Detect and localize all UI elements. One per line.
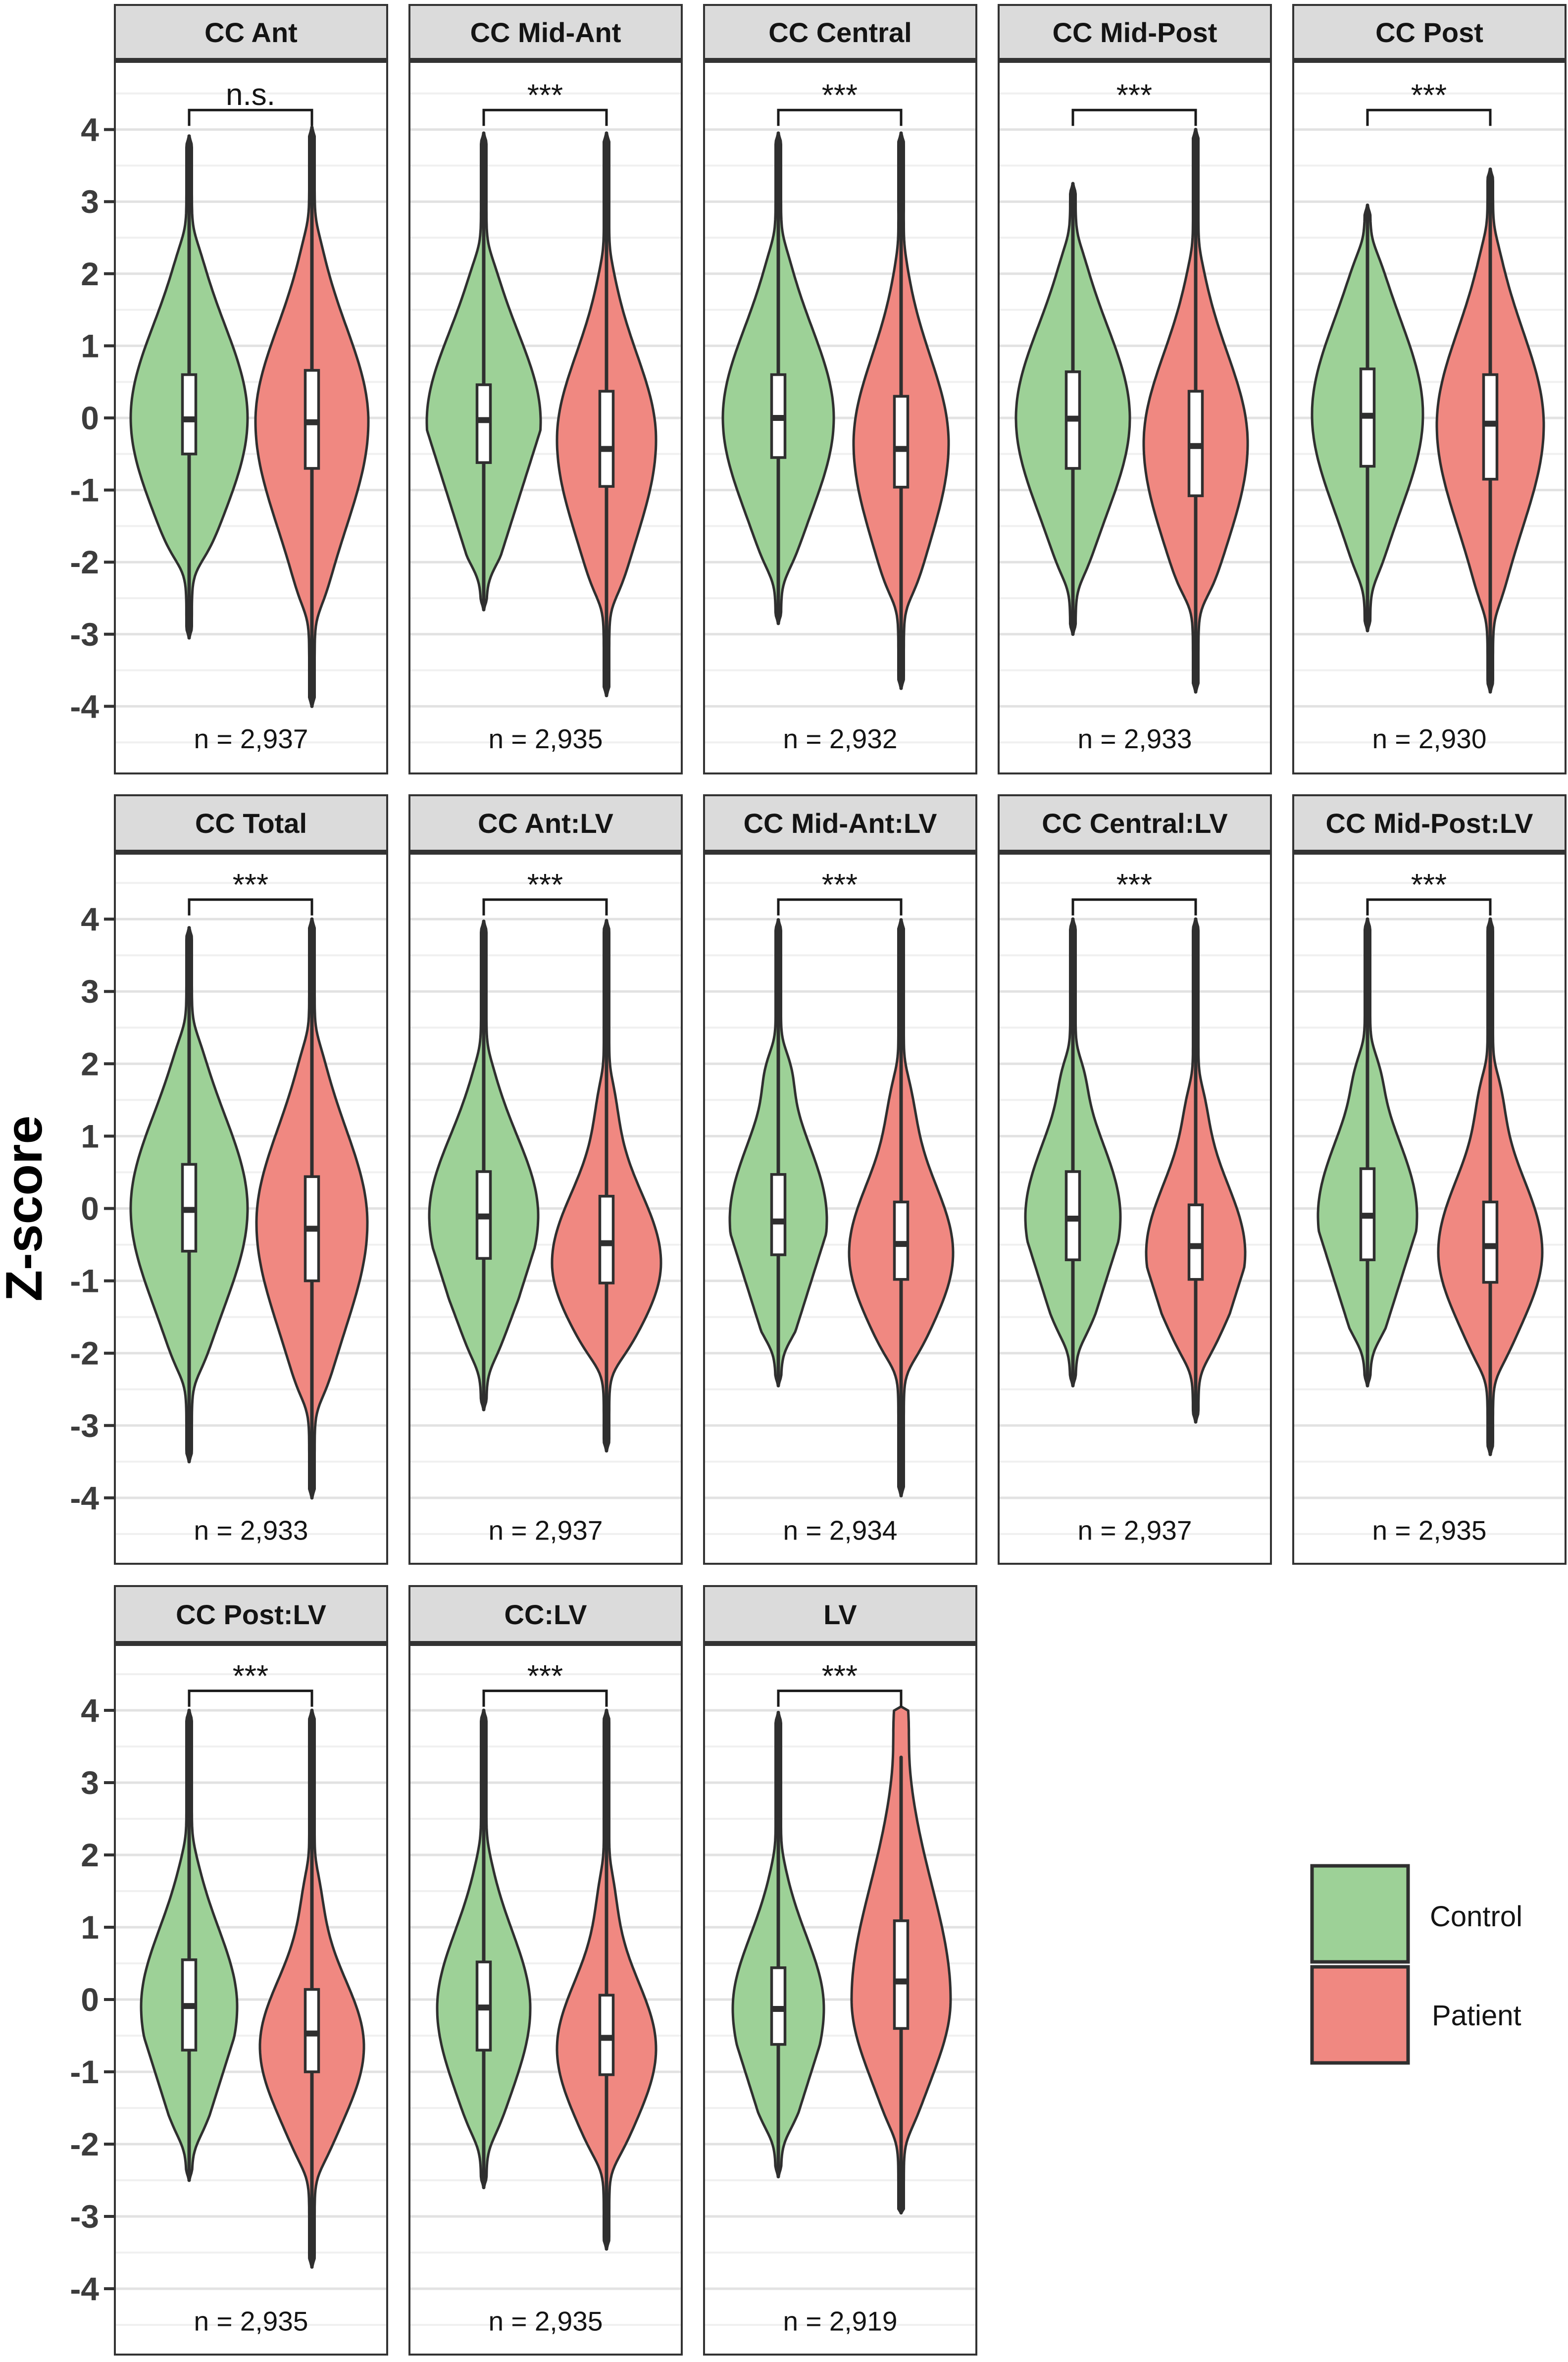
svg-text:1: 1 [81,1909,99,1946]
svg-text:***: *** [822,79,858,113]
svg-text:***: *** [822,1659,858,1694]
svg-text:-2: -2 [70,544,99,580]
svg-text:CC Total: CC Total [195,808,307,839]
svg-text:***: *** [233,868,268,902]
svg-text:4: 4 [81,901,99,937]
svg-text:2: 2 [81,1837,99,1873]
svg-text:n = 2,933: n = 2,933 [1078,723,1192,754]
svg-text:CC Ant:LV: CC Ant:LV [478,808,613,839]
svg-text:0: 0 [81,1190,99,1227]
svg-text:***: *** [822,868,858,902]
svg-text:1: 1 [81,1118,99,1154]
svg-text:***: *** [1116,868,1152,902]
svg-text:-1: -1 [70,1263,99,1299]
svg-text:-1: -1 [70,472,99,509]
svg-text:n = 2,933: n = 2,933 [194,1515,308,1546]
svg-text:n = 2,919: n = 2,919 [783,2306,898,2337]
svg-text:Control: Control [1430,1900,1522,1933]
svg-text:n = 2,935: n = 2,935 [489,2306,603,2337]
svg-text:-3: -3 [70,616,99,653]
svg-text:CC Post: CC Post [1375,17,1483,48]
svg-text:***: *** [1411,868,1447,902]
svg-text:***: *** [527,79,563,113]
svg-text:n.s.: n.s. [226,78,275,112]
svg-text:2: 2 [81,1045,99,1082]
svg-text:1: 1 [81,327,99,364]
svg-text:***: *** [1411,79,1447,113]
svg-text:4: 4 [81,111,99,148]
svg-text:0: 0 [81,400,99,436]
svg-text:n = 2,932: n = 2,932 [783,723,898,754]
svg-text:Patient: Patient [1432,2000,1521,2032]
svg-text:-4: -4 [70,1480,99,1516]
svg-text:n = 2,930: n = 2,930 [1372,723,1487,754]
svg-text:-4: -4 [70,688,99,724]
svg-text:CC Mid-Ant: CC Mid-Ant [470,17,621,48]
svg-text:CC Central: CC Central [768,17,911,48]
svg-text:3: 3 [81,1764,99,1801]
svg-text:n = 2,935: n = 2,935 [194,2306,308,2337]
svg-text:n = 2,934: n = 2,934 [783,1515,898,1546]
svg-text:-2: -2 [70,2126,99,2162]
svg-text:-3: -3 [70,2198,99,2235]
svg-text:CC Central:LV: CC Central:LV [1042,808,1227,839]
svg-text:-1: -1 [70,2054,99,2090]
svg-text:***: *** [1116,79,1152,113]
svg-text:n = 2,937: n = 2,937 [194,723,308,754]
svg-text:3: 3 [81,183,99,220]
svg-text:n = 2,935: n = 2,935 [1372,1515,1487,1546]
svg-text:n = 2,937: n = 2,937 [1078,1515,1192,1546]
svg-text:-4: -4 [70,2270,99,2307]
svg-text:CC:LV: CC:LV [505,1599,587,1630]
svg-text:0: 0 [81,1981,99,2018]
svg-text:-2: -2 [70,1335,99,1372]
svg-text:***: *** [527,868,563,902]
svg-text:CC Mid-Ant:LV: CC Mid-Ant:LV [744,808,937,839]
svg-text:Z-score: Z-score [0,1116,53,1302]
svg-text:-3: -3 [70,1407,99,1444]
svg-text:***: *** [233,1659,268,1694]
svg-text:n = 2,937: n = 2,937 [489,1515,603,1546]
svg-text:CC Mid-Post:LV: CC Mid-Post:LV [1326,808,1533,839]
svg-text:2: 2 [81,256,99,292]
svg-text:LV: LV [823,1599,857,1630]
svg-text:CC Post:LV: CC Post:LV [176,1599,326,1630]
svg-text:CC Ant: CC Ant [204,17,298,48]
svg-text:4: 4 [81,1692,99,1729]
svg-text:CC Mid-Post: CC Mid-Post [1053,17,1217,48]
svg-text:3: 3 [81,973,99,1010]
svg-text:***: *** [527,1659,563,1694]
svg-text:n = 2,935: n = 2,935 [489,723,603,754]
